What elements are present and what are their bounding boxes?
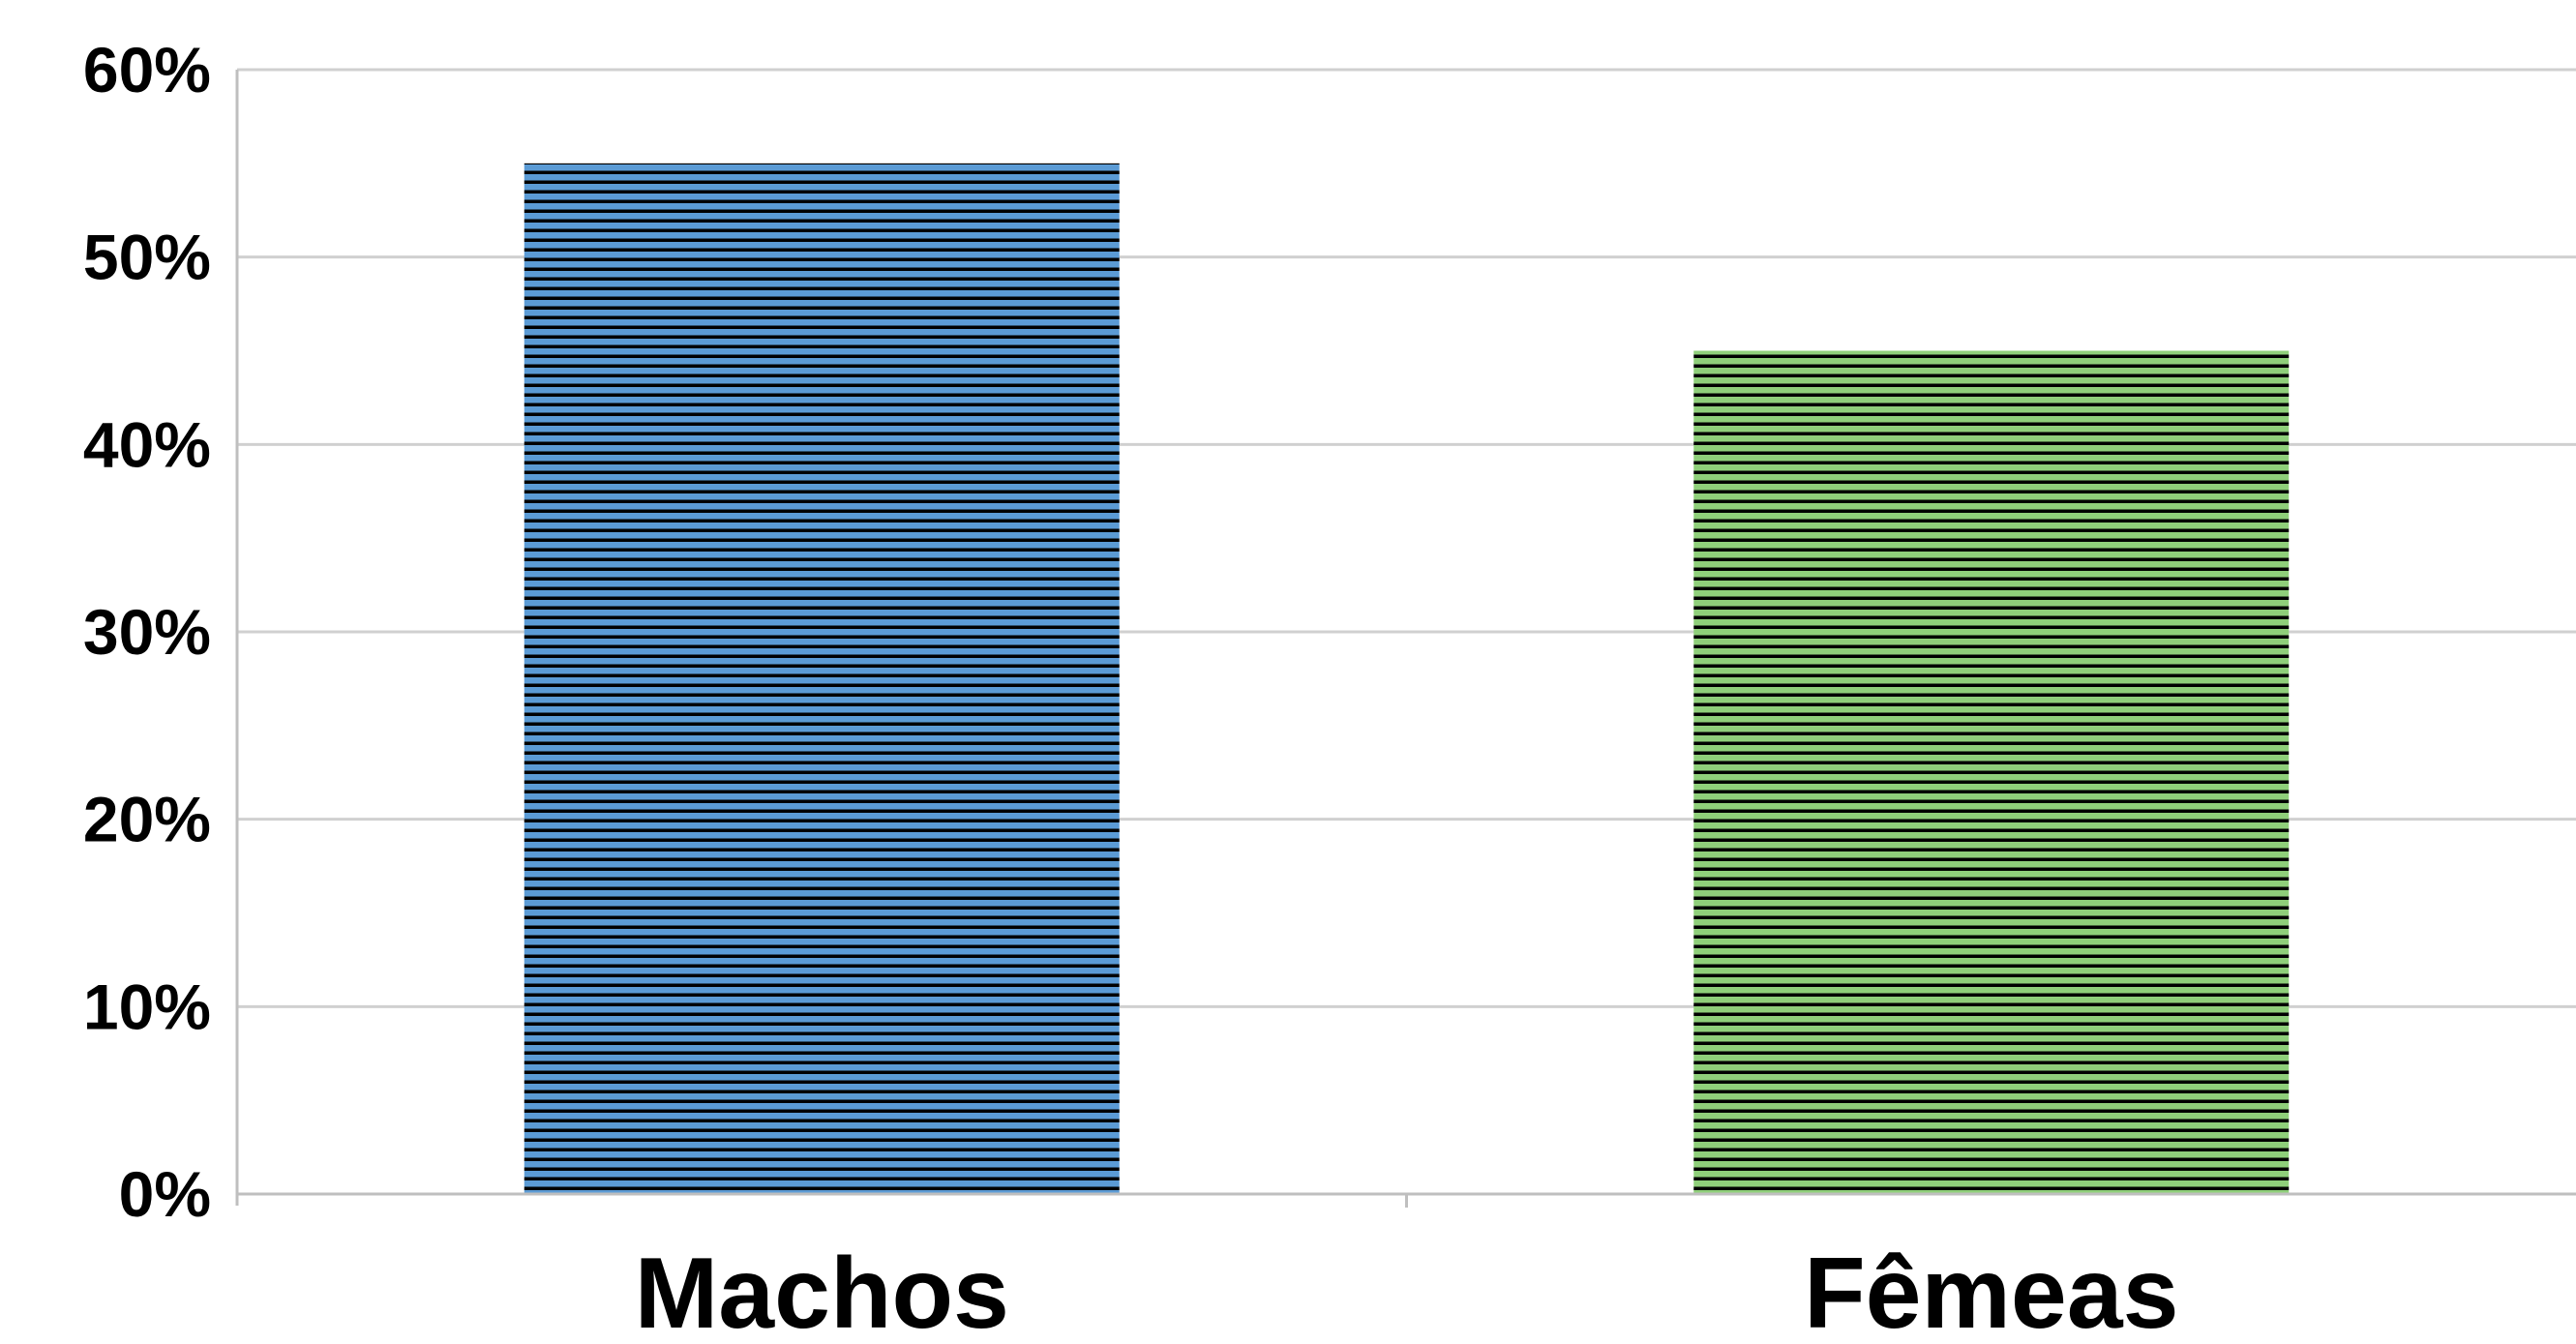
bar-fêmeas <box>1693 350 2290 1194</box>
y-tick-label: 50% <box>83 222 211 293</box>
x-category-label: Fêmeas <box>1804 1238 2178 1344</box>
y-tick-label: 30% <box>83 596 211 668</box>
y-tick-label: 0% <box>119 1158 211 1230</box>
y-tick-label: 60% <box>83 34 211 105</box>
y-tick-label: 10% <box>83 971 211 1042</box>
y-tick-label: 20% <box>83 784 211 855</box>
x-category-label: Machos <box>635 1238 1009 1344</box>
bar-machos <box>524 163 1120 1194</box>
x-category-labels: Machos Fêmeas <box>635 1238 2179 1344</box>
axes <box>235 70 2576 1208</box>
y-tick-label: 40% <box>83 408 211 480</box>
y-tick-labels: 0% 10% 20% 30% 40% 50% 60% <box>83 34 211 1230</box>
bars <box>524 163 2290 1194</box>
